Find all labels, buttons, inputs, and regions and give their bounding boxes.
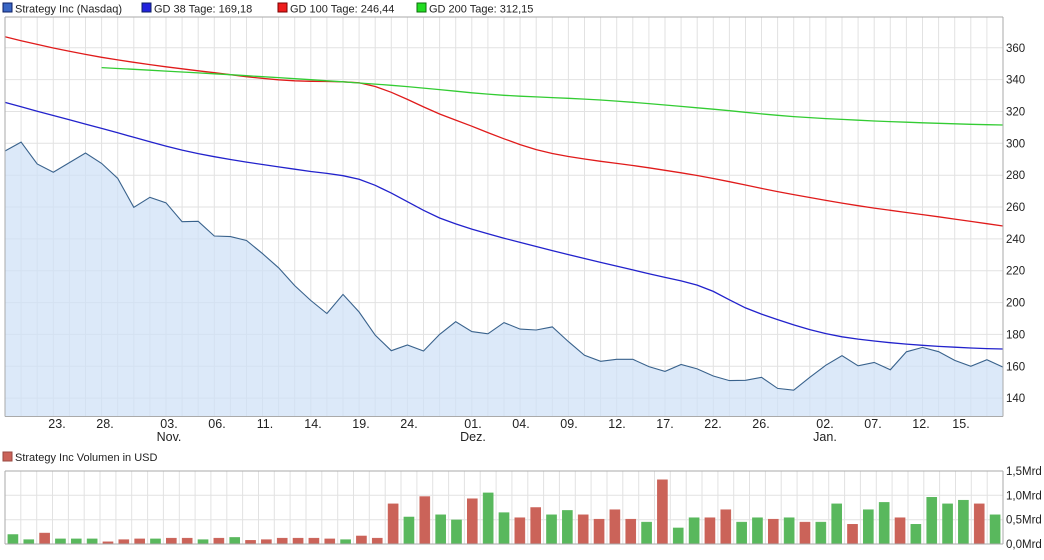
svg-text:300: 300 xyxy=(1006,138,1025,150)
svg-text:GD 200 Tage: 312,15: GD 200 Tage: 312,15 xyxy=(429,4,533,16)
svg-text:28.: 28. xyxy=(96,417,113,431)
svg-text:Dez.: Dez. xyxy=(460,430,486,444)
svg-text:17.: 17. xyxy=(656,417,673,431)
svg-text:07.: 07. xyxy=(864,417,881,431)
svg-text:140: 140 xyxy=(1006,393,1025,405)
svg-text:Strategy Inc Volumen in USD: Strategy Inc Volumen in USD xyxy=(15,452,158,464)
svg-text:04.: 04. xyxy=(512,417,529,431)
svg-text:23.: 23. xyxy=(48,417,65,431)
svg-text:09.: 09. xyxy=(560,417,577,431)
svg-text:340: 340 xyxy=(1006,75,1025,87)
svg-text:GD 100 Tage: 246,44: GD 100 Tage: 246,44 xyxy=(290,4,394,16)
svg-text:22.: 22. xyxy=(704,417,721,431)
svg-text:0,0Mrd: 0,0Mrd xyxy=(1006,539,1042,551)
svg-text:240: 240 xyxy=(1006,234,1025,246)
svg-text:02.: 02. xyxy=(816,417,833,431)
svg-text:03.: 03. xyxy=(160,417,177,431)
svg-text:12.: 12. xyxy=(608,417,625,431)
svg-text:06.: 06. xyxy=(208,417,225,431)
svg-text:200: 200 xyxy=(1006,298,1025,310)
svg-text:160: 160 xyxy=(1006,361,1025,373)
svg-text:GD 38 Tage: 169,18: GD 38 Tage: 169,18 xyxy=(154,4,252,16)
svg-text:01.: 01. xyxy=(464,417,481,431)
svg-text:Jan.: Jan. xyxy=(813,430,837,444)
svg-text:1,0Mrd: 1,0Mrd xyxy=(1006,490,1042,502)
svg-text:14.: 14. xyxy=(304,417,321,431)
svg-text:24.: 24. xyxy=(400,417,417,431)
svg-text:220: 220 xyxy=(1006,266,1025,278)
svg-text:360: 360 xyxy=(1006,43,1025,55)
svg-text:12.: 12. xyxy=(912,417,929,431)
svg-text:260: 260 xyxy=(1006,202,1025,214)
svg-text:320: 320 xyxy=(1006,107,1025,119)
svg-text:180: 180 xyxy=(1006,329,1025,341)
svg-text:280: 280 xyxy=(1006,170,1025,182)
svg-text:0,5Mrd: 0,5Mrd xyxy=(1006,515,1042,527)
svg-text:Nov.: Nov. xyxy=(157,430,182,444)
svg-text:Strategy Inc (Nasdaq): Strategy Inc (Nasdaq) xyxy=(15,4,122,16)
svg-text:1,5Mrd: 1,5Mrd xyxy=(1006,466,1042,478)
svg-text:26.: 26. xyxy=(752,417,769,431)
svg-text:15.: 15. xyxy=(952,417,969,431)
svg-text:19.: 19. xyxy=(352,417,369,431)
svg-text:11.: 11. xyxy=(257,417,273,431)
